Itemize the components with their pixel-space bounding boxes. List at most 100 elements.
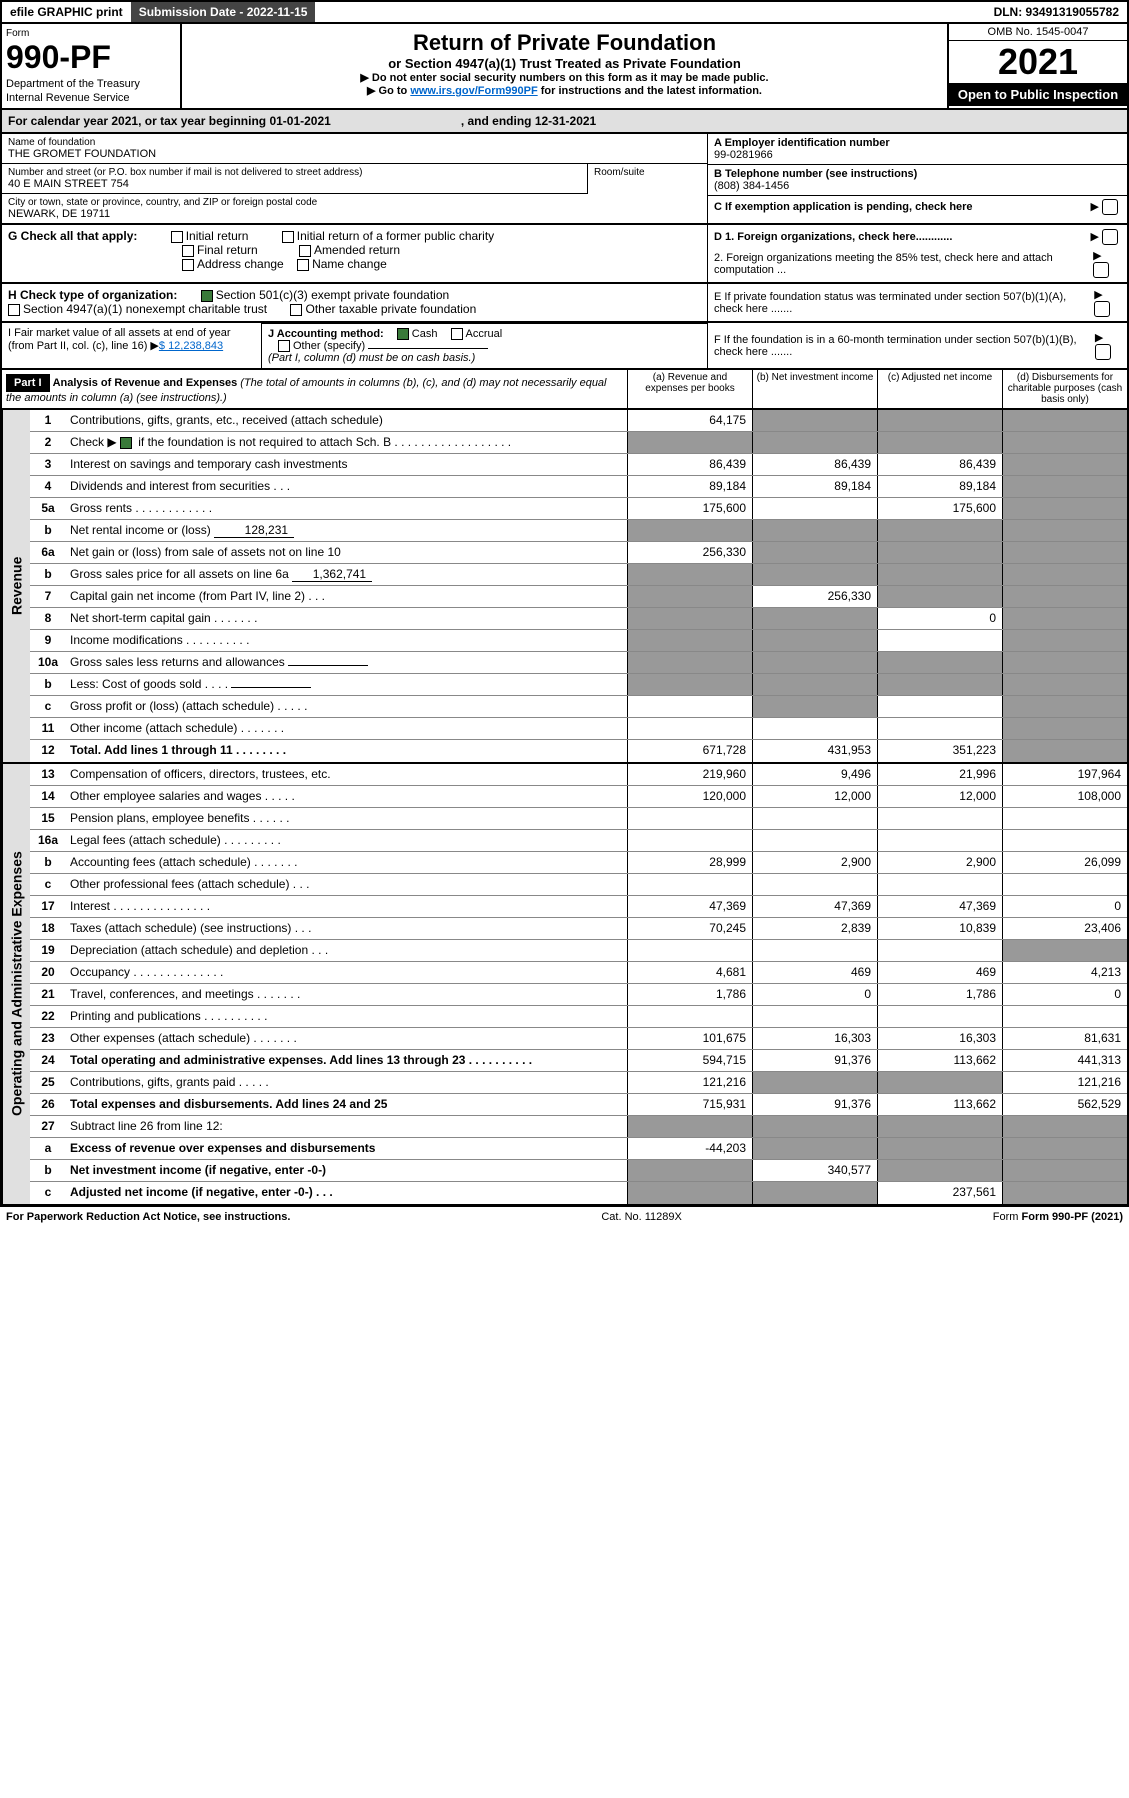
c: 70,245 bbox=[627, 918, 752, 939]
h-cb-other[interactable] bbox=[290, 304, 302, 316]
ln: c bbox=[30, 696, 66, 717]
h-o1: Section 501(c)(3) exempt private foundat… bbox=[216, 288, 449, 302]
footer-form-b: Form 990-PF (2021) bbox=[1022, 1211, 1123, 1223]
c bbox=[627, 696, 752, 717]
irs-link[interactable]: www.irs.gov/Form990PF bbox=[410, 85, 537, 97]
c bbox=[1002, 564, 1127, 585]
revenue-grid: Revenue 1Contributions, gifts, grants, e… bbox=[0, 410, 1129, 764]
c bbox=[627, 808, 752, 829]
ln: b bbox=[30, 674, 66, 695]
expenses-side-label: Operating and Administrative Expenses bbox=[2, 764, 30, 1204]
g-cb-amended[interactable] bbox=[299, 245, 311, 257]
c bbox=[1002, 940, 1127, 961]
d2-checkbox[interactable] bbox=[1093, 262, 1109, 278]
c bbox=[627, 940, 752, 961]
h-label: H Check type of organization: bbox=[8, 288, 177, 302]
tel-value: (808) 384-1456 bbox=[714, 180, 1121, 192]
ln: 21 bbox=[30, 984, 66, 1005]
g-cb-addr[interactable] bbox=[182, 259, 194, 271]
part1-tag: Part I bbox=[6, 374, 50, 392]
ld: Adjusted net income (if negative, enter … bbox=[66, 1182, 627, 1204]
ld: Less: Cost of goods sold . . . . bbox=[66, 674, 627, 695]
h-o2: Section 4947(a)(1) nonexempt charitable … bbox=[23, 302, 267, 316]
ld: Gross sales price for all assets on line… bbox=[66, 564, 627, 585]
c bbox=[877, 520, 1002, 541]
ld: Net short-term capital gain . . . . . . … bbox=[66, 608, 627, 629]
c bbox=[752, 1182, 877, 1204]
c bbox=[752, 498, 877, 519]
j-cb-cash[interactable] bbox=[397, 328, 409, 340]
g-cb-name[interactable] bbox=[297, 259, 309, 271]
h-cb-4947[interactable] bbox=[8, 304, 20, 316]
j-cb-accrual[interactable] bbox=[451, 328, 463, 340]
col-d-head: (d) Disbursements for charitable purpose… bbox=[1002, 370, 1127, 408]
c bbox=[877, 542, 1002, 563]
c: 0 bbox=[1002, 984, 1127, 1005]
l2post: if the foundation is not required to att… bbox=[138, 435, 511, 449]
i-block: I Fair market value of all assets at end… bbox=[2, 323, 262, 368]
ln: 25 bbox=[30, 1072, 66, 1093]
d1-checkbox[interactable] bbox=[1102, 229, 1118, 245]
ld: Net investment income (if negative, ente… bbox=[66, 1160, 627, 1181]
c bbox=[1002, 652, 1127, 673]
lc bbox=[877, 410, 1002, 431]
f-checkbox[interactable] bbox=[1095, 344, 1111, 360]
ld: Travel, conferences, and meetings . . . … bbox=[66, 984, 627, 1005]
title-center: Return of Private Foundation or Section … bbox=[182, 24, 947, 108]
c: 86,439 bbox=[752, 454, 877, 475]
c: 0 bbox=[1002, 896, 1127, 917]
c bbox=[1002, 696, 1127, 717]
c: 237,561 bbox=[877, 1182, 1002, 1204]
dept-treasury: Department of the Treasury bbox=[6, 78, 176, 90]
c bbox=[627, 830, 752, 851]
part1-title: Analysis of Revenue and Expenses bbox=[53, 377, 238, 389]
e-label: E If private foundation status was termi… bbox=[714, 291, 1094, 315]
ld: Accounting fees (attach schedule) . . . … bbox=[66, 852, 627, 873]
ld: Dividends and interest from securities .… bbox=[66, 476, 627, 497]
instr-ssn: ▶ Do not enter social security numbers o… bbox=[188, 71, 941, 84]
i-value[interactable]: $ 12,238,843 bbox=[159, 340, 223, 352]
d2-label: 2. Foreign organizations meeting the 85%… bbox=[714, 252, 1093, 276]
room-cell: Room/suite bbox=[587, 164, 707, 194]
ld: Other income (attach schedule) . . . . .… bbox=[66, 718, 627, 739]
h-cb-501c3[interactable] bbox=[201, 290, 213, 302]
l2-checkbox[interactable] bbox=[120, 437, 132, 449]
c: 89,184 bbox=[877, 476, 1002, 497]
g-cb-initial[interactable] bbox=[171, 231, 183, 243]
c bbox=[752, 674, 877, 695]
f-section: F If the foundation is in a 60-month ter… bbox=[707, 323, 1127, 368]
c: 0 bbox=[877, 608, 1002, 629]
col-b-head: (b) Net investment income bbox=[752, 370, 877, 408]
c bbox=[1002, 454, 1127, 475]
omb: OMB No. 1545-0047 bbox=[949, 24, 1127, 41]
c: 91,376 bbox=[752, 1050, 877, 1071]
c bbox=[752, 652, 877, 673]
c bbox=[752, 1006, 877, 1027]
c bbox=[877, 432, 1002, 453]
ld: Depreciation (attach schedule) and deple… bbox=[66, 940, 627, 961]
e-checkbox[interactable] bbox=[1094, 301, 1110, 317]
ld: Net gain or (loss) from sale of assets n… bbox=[66, 542, 627, 563]
ld: Contributions, gifts, grants, etc., rece… bbox=[66, 410, 627, 431]
foundation-name-cell: Name of foundation THE GROMET FOUNDATION bbox=[2, 134, 707, 164]
c bbox=[877, 696, 1002, 717]
c-checkbox[interactable] bbox=[1102, 199, 1118, 215]
ld: Total operating and administrative expen… bbox=[66, 1050, 627, 1071]
g-cb-final[interactable] bbox=[182, 245, 194, 257]
ln: 24 bbox=[30, 1050, 66, 1071]
g-cb-initial-former[interactable] bbox=[282, 231, 294, 243]
efile-label: efile GRAPHIC print bbox=[2, 2, 131, 22]
c: 28,999 bbox=[627, 852, 752, 873]
ln: 3 bbox=[30, 454, 66, 475]
c: 108,000 bbox=[1002, 786, 1127, 807]
room-label: Room/suite bbox=[594, 167, 701, 178]
addr-label: Number and street (or P.O. box number if… bbox=[8, 167, 581, 178]
city-cell: City or town, state or province, country… bbox=[2, 194, 707, 223]
c bbox=[752, 542, 877, 563]
j-label: J Accounting method: bbox=[268, 328, 384, 340]
j-cb-other[interactable] bbox=[278, 340, 290, 352]
foundation-name: THE GROMET FOUNDATION bbox=[8, 148, 701, 160]
ln: 8 bbox=[30, 608, 66, 629]
ln: c bbox=[30, 874, 66, 895]
l10a-box bbox=[288, 665, 368, 666]
